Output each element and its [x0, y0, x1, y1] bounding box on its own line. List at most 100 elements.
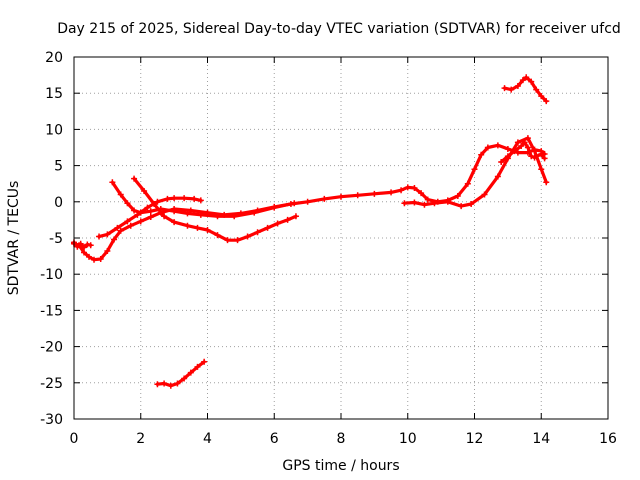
data-point [117, 191, 124, 198]
data-point [167, 382, 174, 389]
y-tick-label: 0 [54, 195, 63, 211]
data-point [274, 220, 281, 227]
data-point [231, 213, 238, 220]
data-point [131, 207, 138, 214]
grid [74, 57, 608, 419]
data-point [109, 179, 116, 186]
data-point [484, 144, 491, 151]
data-point [197, 197, 204, 204]
data-point [543, 179, 550, 186]
series-group [71, 74, 550, 389]
data-point [104, 248, 111, 255]
x-tick-label: 0 [70, 431, 79, 447]
data-point [154, 198, 161, 205]
data-point [494, 142, 501, 149]
data-point [264, 224, 271, 231]
data-point [154, 381, 161, 388]
data-point [87, 242, 94, 249]
data-point [501, 85, 508, 92]
data-point [538, 166, 545, 173]
data-point [124, 200, 131, 207]
data-point [444, 198, 451, 205]
data-point [214, 232, 221, 239]
data-point [187, 369, 194, 376]
data-point [114, 224, 121, 231]
data-point [96, 233, 103, 240]
x-tick-label: 8 [337, 431, 346, 447]
data-point [224, 237, 231, 244]
data-point [481, 191, 488, 198]
data-point [431, 200, 438, 207]
data-point [291, 200, 298, 207]
y-tick-label: -5 [49, 231, 63, 247]
data-point [511, 148, 518, 155]
y-tick-label: -10 [40, 267, 63, 283]
data-point [144, 204, 151, 211]
data-point [134, 211, 141, 218]
x-tick-label: 4 [203, 431, 212, 447]
data-point [354, 192, 361, 199]
data-point [494, 173, 501, 180]
data-point [411, 185, 418, 192]
y-tick-label: 10 [45, 122, 63, 138]
data-point [104, 231, 111, 238]
data-point [161, 213, 168, 220]
data-point [244, 233, 251, 240]
data-point [533, 86, 540, 93]
data-point [523, 74, 530, 81]
data-point [524, 135, 531, 142]
y-tick-label: 15 [45, 86, 63, 102]
data-point [514, 149, 521, 156]
data-point [171, 195, 178, 202]
data-point [171, 219, 178, 226]
x-tick-labels: 0 2 4 6 8 10 12 14 16 [70, 431, 617, 447]
data-point [504, 145, 511, 152]
data-point [531, 148, 538, 155]
data-point [504, 153, 511, 160]
data-point [184, 210, 191, 217]
plot-frame [73, 56, 609, 420]
data-point [214, 213, 221, 220]
data-point [91, 256, 98, 263]
data-point [538, 151, 545, 158]
data-point [234, 237, 241, 244]
data-point [181, 375, 188, 382]
data-point [338, 193, 344, 200]
data-point [371, 190, 378, 197]
data-point [388, 189, 395, 196]
data-point [137, 218, 144, 225]
data-point [424, 196, 431, 203]
data-point [514, 82, 521, 89]
data-point [411, 199, 418, 206]
data-point [194, 363, 201, 370]
data-point [478, 151, 485, 158]
chart-title: Day 215 of 2025, Sidereal Day-to-day VTE… [57, 21, 621, 37]
data-point [197, 211, 204, 218]
data-point [401, 200, 408, 207]
data-point [271, 204, 278, 211]
data-point [141, 187, 148, 194]
data-point [518, 143, 525, 150]
data-point [81, 249, 88, 256]
x-tick-label: 10 [399, 431, 417, 447]
data-point [514, 139, 521, 146]
data-point [468, 200, 475, 207]
data-point [204, 227, 211, 234]
series-arc-1 [72, 143, 547, 262]
data-point [418, 190, 425, 197]
y-tick-label: -15 [40, 303, 63, 319]
data-point [508, 86, 515, 93]
data-point [304, 198, 311, 205]
data-point [498, 158, 505, 165]
data-point [464, 180, 471, 187]
data-point [184, 222, 191, 229]
data-point [454, 193, 461, 200]
data-point [541, 155, 548, 162]
data-point [398, 187, 405, 194]
data-point [74, 243, 81, 250]
data-point [201, 358, 208, 365]
data-point [254, 229, 261, 236]
data-point [458, 203, 465, 210]
data-point [86, 253, 93, 260]
